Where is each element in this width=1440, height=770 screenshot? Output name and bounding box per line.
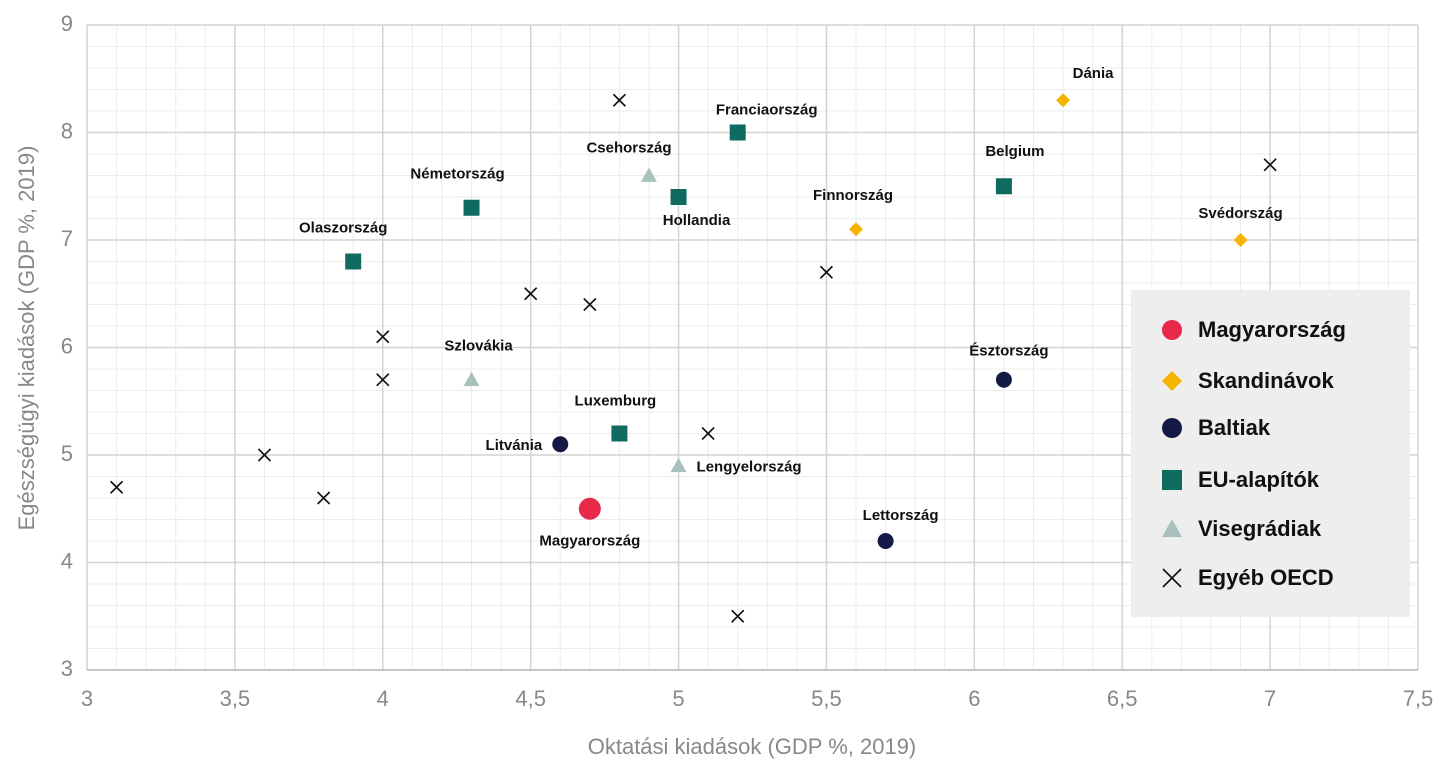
point (729, 124, 746, 141)
x-tick-label: 7,5 (1403, 686, 1434, 711)
x-tick-label: 3,5 (220, 686, 251, 711)
legend-label: EU-alapítók (1198, 467, 1320, 492)
point-label: Finnország (813, 187, 893, 204)
point (731, 609, 745, 623)
point (524, 287, 538, 301)
point (849, 222, 864, 237)
x-tick-label: 4,5 (515, 686, 546, 711)
point (701, 426, 715, 441)
point-label: Németország (410, 166, 504, 183)
point-label: Lengyelország (697, 459, 802, 476)
point (376, 330, 390, 344)
y-tick-label: 6 (61, 333, 73, 358)
legend-marker (1162, 371, 1182, 391)
point (1263, 158, 1277, 172)
x-tick-label: 5 (672, 686, 684, 711)
point-label: Magyarország (539, 533, 640, 550)
point-label: Belgium (985, 143, 1044, 160)
legend-box (1131, 290, 1410, 617)
legend-marker (1162, 568, 1182, 588)
x-tick-label: 7 (1264, 686, 1276, 711)
legend-marker (1162, 320, 1182, 340)
point (877, 533, 894, 549)
legend-marker (1162, 519, 1182, 537)
point-label: Luxemburg (575, 392, 657, 409)
x-tick-label: 4 (377, 686, 389, 711)
point (578, 497, 601, 520)
point-label: Franciaország (716, 101, 818, 118)
y-tick-label: 3 (61, 656, 73, 681)
point (345, 253, 362, 270)
x-tick-label: 6,5 (1107, 686, 1138, 711)
legend-label: Baltiak (1198, 415, 1271, 440)
point (463, 199, 480, 216)
point (376, 373, 390, 387)
x-tick-label: 3 (81, 686, 93, 711)
x-tick-label: 5,5 (811, 686, 842, 711)
legend-label: Visegrádiak (1198, 516, 1322, 541)
legend-marker (1162, 470, 1182, 490)
point (1056, 93, 1071, 108)
y-axis-label: Egészségügyi kiadások (GDP %, 2019) (14, 146, 39, 531)
point-label: Dánia (1073, 65, 1115, 82)
point (583, 297, 597, 312)
point (995, 178, 1012, 195)
point (463, 371, 480, 387)
x-axis-label: Oktatási kiadások (GDP %, 2019) (588, 734, 917, 759)
point (552, 436, 569, 453)
legend-label: Skandinávok (1198, 368, 1334, 393)
point (670, 457, 687, 473)
y-tick-label: 5 (61, 441, 73, 466)
point-label: Litvánia (486, 437, 543, 454)
point (995, 371, 1012, 388)
legend: Magyarország Skandinávok Baltiak EU-alapító… (1131, 290, 1410, 617)
point (640, 167, 657, 182)
point-label: Csehország (586, 139, 671, 156)
point (110, 480, 124, 494)
legend-label: Magyarország (1198, 317, 1346, 342)
point (317, 491, 331, 505)
point (611, 425, 628, 442)
y-tick-label: 9 (61, 11, 73, 36)
legend-marker (1162, 418, 1182, 438)
point-label: Észtország (969, 343, 1048, 360)
legend-label: Egyéb OECD (1198, 565, 1334, 590)
point (819, 265, 834, 279)
point (1233, 233, 1248, 247)
point-label: Lettország (863, 507, 939, 524)
point-label: Szlovákia (444, 338, 513, 355)
point-label: Hollandia (663, 212, 731, 229)
y-tick-label: 7 (61, 226, 73, 251)
y-tick-label: 8 (61, 118, 73, 143)
point (612, 93, 626, 107)
point-label: Olaszország (299, 219, 387, 236)
x-tick-label: 6 (968, 686, 980, 711)
y-tick-label: 4 (61, 548, 73, 573)
point (670, 189, 687, 205)
point (257, 448, 272, 462)
point-label: Svédország (1198, 205, 1282, 222)
